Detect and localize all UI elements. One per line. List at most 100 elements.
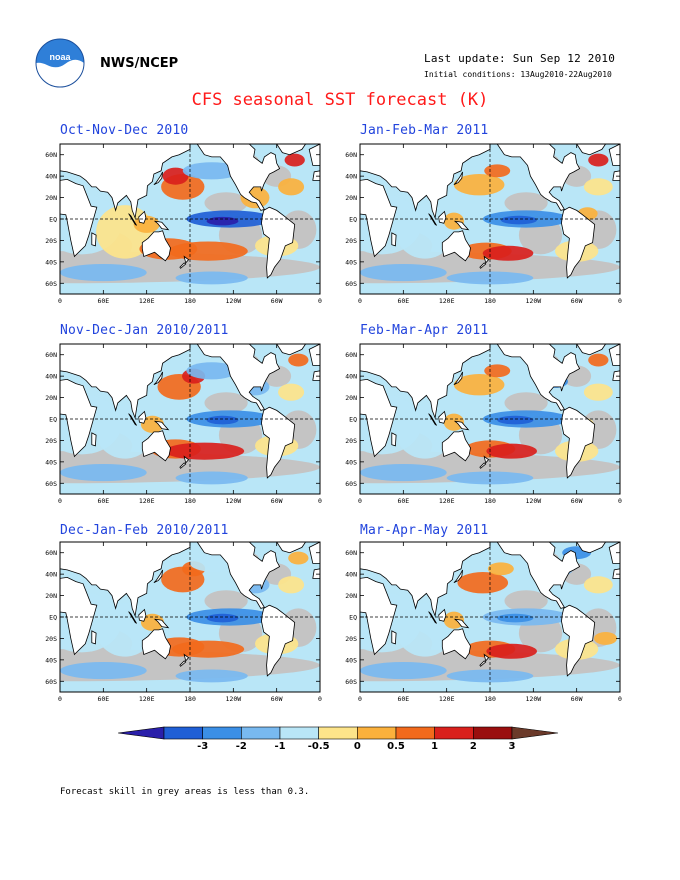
landmass: [153, 371, 163, 386]
landmass: [138, 608, 147, 622]
landmass: [138, 210, 147, 224]
lon-tick-label: 120E: [139, 695, 155, 703]
landmass: [360, 576, 398, 656]
lon-tick-label: 0: [618, 497, 622, 505]
lon-tick-label: 60E: [397, 497, 409, 505]
lat-tick-label: EQ: [349, 614, 357, 622]
landmass: [141, 430, 171, 462]
landmass: [276, 542, 307, 554]
lon-tick-label: 0: [318, 297, 322, 305]
landmass: [308, 144, 320, 166]
colorbar-label: -3: [197, 741, 208, 752]
landmass: [612, 170, 620, 181]
landmass: [153, 171, 163, 186]
logo-text: noaa: [49, 52, 71, 62]
lon-tick-label: 120W: [526, 497, 542, 505]
lat-tick-label: 40N: [345, 571, 357, 579]
lon-tick-label: 0: [618, 297, 622, 305]
lat-tick-label: 60S: [345, 480, 357, 488]
landmass: [153, 569, 163, 584]
lat-tick-label: 20S: [45, 437, 57, 445]
lat-tick-label: EQ: [49, 216, 57, 224]
org-name: NWS/NCEP: [100, 56, 179, 71]
landmass: [128, 413, 137, 426]
lon-tick-label: 60W: [271, 695, 283, 703]
sst-anomaly-patch: [446, 471, 534, 485]
sst-anomaly-patch: [360, 464, 447, 482]
landmass: [308, 542, 320, 564]
sst-anomaly-patch: [288, 353, 309, 367]
lon-tick-label: 180: [184, 297, 196, 305]
lon-tick-label: 60W: [271, 297, 283, 305]
lon-tick-label: 120E: [439, 695, 455, 703]
sst-anomaly-patch: [278, 178, 305, 196]
lat-tick-label: 40S: [45, 258, 57, 266]
lon-tick-label: 0: [618, 695, 622, 703]
landmass: [91, 232, 97, 247]
lat-tick-label: 60S: [345, 280, 357, 288]
lat-tick-label: 20N: [45, 194, 57, 202]
lat-tick-label: 20S: [45, 635, 57, 643]
low-skill-area: [504, 590, 548, 612]
sst-anomaly-patch: [60, 662, 147, 680]
sst-anomaly-patch: [446, 271, 534, 285]
landmass: [483, 653, 490, 662]
landmass: [428, 413, 437, 426]
lon-tick-label: 60E: [397, 297, 409, 305]
low-skill-area: [504, 192, 548, 214]
lon-tick-label: 60W: [271, 497, 283, 505]
sst-anomaly-patch: [171, 640, 245, 658]
landmass: [60, 344, 191, 420]
lon-tick-label: 120W: [226, 695, 242, 703]
lat-tick-label: EQ: [49, 614, 57, 622]
colorbar-label: 3: [509, 741, 516, 752]
colorbar-label: 0.5: [387, 741, 405, 752]
lat-tick-label: 60S: [345, 678, 357, 686]
sst-anomaly-patch: [133, 215, 160, 233]
sst-anomaly-patch: [484, 164, 511, 178]
lon-tick-label: 60E: [97, 297, 109, 305]
lon-tick-label: 60W: [571, 497, 583, 505]
panel-title-4: Feb-Mar-Apr 2011: [360, 323, 489, 338]
landmass: [179, 462, 187, 469]
landmass: [438, 210, 447, 224]
lon-tick-label: 60E: [97, 497, 109, 505]
landmass: [438, 410, 447, 424]
last-update: Last update: Sun Sep 12 2010: [424, 52, 616, 65]
sst-anomaly-patch: [168, 241, 248, 261]
sst-map-3: 60N 40N 20N EQ 20S 40S 60S 0 60E 120E 180 120W 60W 0: [45, 343, 322, 505]
landmass: [438, 608, 447, 622]
sst-anomaly-patch: [583, 383, 613, 401]
lon-tick-label: 120E: [139, 297, 155, 305]
lat-tick-label: 40S: [345, 656, 357, 664]
sst-anomaly-patch: [206, 216, 239, 226]
colorbar-label: -1: [274, 741, 285, 752]
landmass: [576, 542, 607, 554]
noaa-logo: noaa: [35, 38, 85, 88]
landmass: [183, 455, 190, 464]
landmass: [483, 255, 490, 264]
lat-tick-label: 40S: [345, 258, 357, 266]
lat-tick-label: 40N: [45, 173, 57, 181]
low-skill-area: [504, 392, 548, 414]
sst-anomaly-patch: [278, 383, 305, 401]
lon-tick-label: 0: [318, 695, 322, 703]
sst-anomaly-patch: [486, 443, 537, 459]
lon-tick-label: 0: [58, 695, 62, 703]
landmass: [441, 628, 471, 660]
sst-anomaly-patch: [453, 374, 505, 396]
landmass: [91, 432, 97, 447]
landmass: [612, 568, 620, 579]
landmass: [312, 370, 320, 381]
lon-tick-label: 180: [484, 497, 496, 505]
landmass: [453, 569, 463, 584]
landmass: [391, 232, 397, 247]
lat-tick-label: 60N: [45, 549, 57, 557]
initial-conditions: Initial conditions: 13Aug2010-22Aug2010: [424, 70, 612, 79]
sst-anomaly-patch: [484, 364, 511, 378]
landmass: [453, 371, 463, 386]
landmass: [360, 144, 491, 220]
sst-anomaly-patch: [60, 464, 147, 482]
sst-map-1: 60N 40N 20N EQ 20S 40S 60S 0 60E 120E 180 120W 60W 0: [45, 143, 322, 305]
sst-map-6: 60N 40N 20N EQ 20S 40S 60S 0 60E 120E 180 120W 60W 0: [345, 541, 622, 703]
